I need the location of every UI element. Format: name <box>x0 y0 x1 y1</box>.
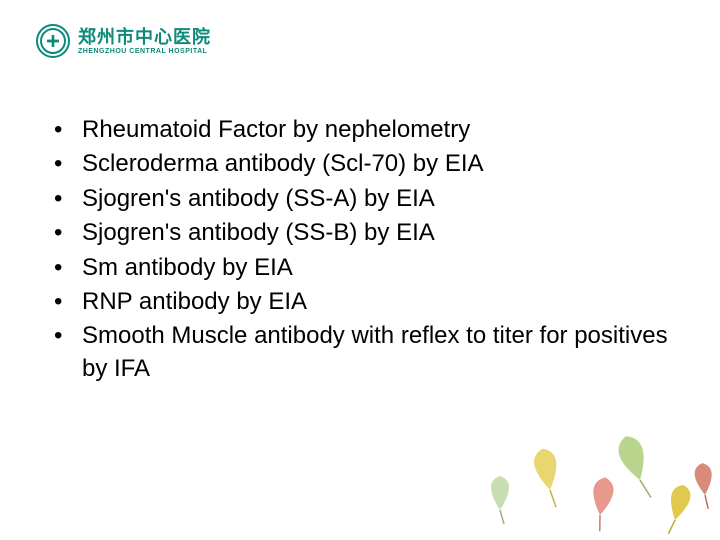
logo-mark-icon <box>36 24 70 58</box>
list-item: Rheumatoid Factor by nephelometry <box>48 114 684 146</box>
logo-chinese: 郑州市中心医院 <box>78 28 211 46</box>
list-item: Smooth Muscle antibody with reflex to ti… <box>48 320 684 385</box>
list-item: RNP antibody by EIA <box>48 286 684 318</box>
logo-text: 郑州市中心医院 ZHENGZHOU CENTRAL HOSPITAL <box>78 28 211 55</box>
list-item-text: RNP antibody by EIA <box>82 288 307 315</box>
list-item-text: Scleroderma antibody (Scl-70) by EIA <box>82 150 484 177</box>
list-item-text: Sjogren's antibody (SS-A) by EIA <box>82 185 435 212</box>
logo-english: ZHENGZHOU CENTRAL HOSPITAL <box>78 48 211 55</box>
list-item-text: Sm antibody by EIA <box>82 254 293 281</box>
list-item-text: Rheumatoid Factor by nephelometry <box>82 116 470 143</box>
list-item-text: Sjogren's antibody (SS-B) by EIA <box>82 219 435 246</box>
list-item: Sm antibody by EIA <box>48 252 684 284</box>
hospital-logo: 郑州市中心医院 ZHENGZHOU CENTRAL HOSPITAL <box>36 24 684 58</box>
ginkgo-decoration-icon <box>460 420 720 540</box>
list-item-text: Smooth Muscle antibody with reflex to ti… <box>82 322 668 381</box>
cross-icon <box>45 33 61 49</box>
list-item: Scleroderma antibody (Scl-70) by EIA <box>48 148 684 180</box>
slide: 郑州市中心医院 ZHENGZHOU CENTRAL HOSPITAL Rheum… <box>0 0 720 540</box>
list-item: Sjogren's antibody (SS-A) by EIA <box>48 183 684 215</box>
list-item: Sjogren's antibody (SS-B) by EIA <box>48 217 684 249</box>
bullet-list: Rheumatoid Factor by nephelometry Sclero… <box>36 114 684 385</box>
